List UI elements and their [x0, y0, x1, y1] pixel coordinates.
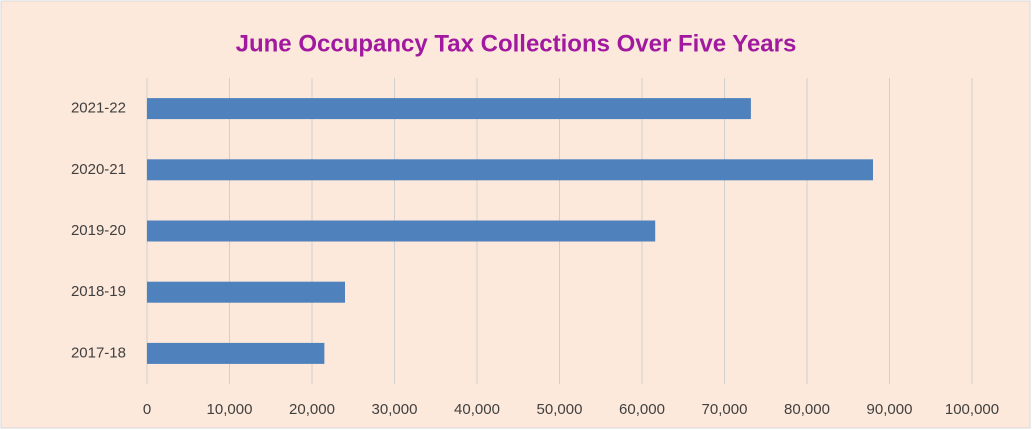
bar — [147, 220, 656, 242]
x-tick-label: 80,000 — [784, 401, 830, 418]
y-tick-label: 2019-20 — [71, 222, 126, 239]
x-tick-label: 70,000 — [702, 401, 748, 418]
bar — [147, 342, 325, 364]
bar — [147, 159, 873, 181]
x-tick-label: 0 — [143, 401, 151, 418]
x-tick-label: 90,000 — [867, 401, 913, 418]
y-tick-label: 2021-22 — [71, 100, 126, 117]
x-tick-label: 10,000 — [207, 401, 253, 418]
chart-title: June Occupancy Tax Collections Over Five… — [236, 30, 797, 57]
x-tick-label: 20,000 — [289, 401, 335, 418]
bar — [147, 98, 751, 120]
x-tick-label: 60,000 — [619, 401, 665, 418]
y-tick-label: 2018-19 — [71, 283, 126, 300]
y-tick-label: 2020-21 — [71, 161, 126, 178]
y-tick-label: 2017-18 — [71, 344, 126, 361]
bar — [147, 281, 345, 303]
x-tick-label: 30,000 — [372, 401, 418, 418]
x-tick-label: 50,000 — [537, 401, 583, 418]
x-tick-label: 40,000 — [454, 401, 500, 418]
x-tick-label: 100,000 — [945, 401, 999, 418]
